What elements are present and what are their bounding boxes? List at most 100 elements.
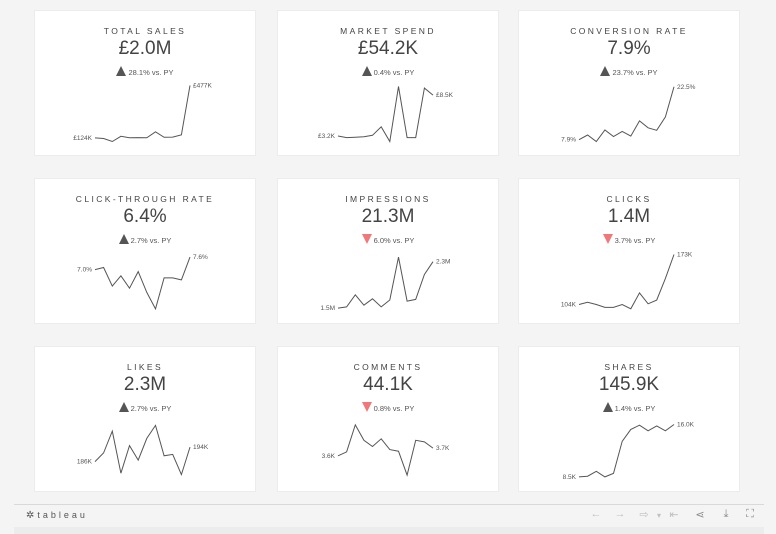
sparkline-chart: 1.5M 2.3M [321, 257, 450, 312]
sparkline-series [337, 423, 434, 477]
tableau-toolbar: ✲ tableau ← → ⇨ ▾ ⇤ ⋖ ⤓ ⛶ [14, 504, 764, 527]
sparkline-chart: 104K 173K [561, 251, 693, 310]
kpi-value: 21.3M [361, 206, 415, 227]
sparkline-start-label: 186K [77, 459, 93, 466]
sparkline-series [94, 256, 191, 311]
kpi-title: CONVERSION RATE [570, 26, 688, 36]
kpi-title: COMMENTS [353, 362, 423, 372]
kpi-title: LIKES [126, 362, 164, 372]
sparkline-start-label: £124K [73, 135, 92, 142]
sparkline-start-label: 7.0% [77, 267, 92, 274]
kpi-change-text: 28.1% vs. PY [128, 68, 174, 77]
tableau-logo[interactable]: ✲ tableau [26, 510, 88, 521]
sparkline-chart: 7.0% 7.6% [77, 254, 208, 311]
kpi-card-total-sales[interactable]: TOTAL SALES £2.0M 28.1% vs. PY £124K £477K [34, 10, 256, 156]
sparkline-series [578, 254, 675, 310]
kpi-change: 3.7% vs. PY [519, 234, 739, 245]
kpi-change-text: 1.4% vs. PY [614, 404, 656, 413]
triangle-down-icon [361, 234, 372, 244]
triangle-up-icon [118, 234, 129, 244]
triangle-down-icon [361, 402, 372, 412]
kpi-change-text: 0.4% vs. PY [373, 68, 415, 77]
kpi-change-text: 0.8% vs. PY [373, 404, 415, 413]
sparkline-end-label: 3.7K [436, 445, 450, 452]
revert-icon[interactable]: ⇤ [669, 509, 679, 521]
kpi-card-market-spend[interactable]: MARKET SPEND £54.2K 0.4% vs. PY £3.2K £8.5K [277, 10, 499, 156]
kpi-change-text: 6.0% vs. PY [373, 236, 415, 245]
kpi-value: 44.1K [363, 374, 413, 395]
kpi-title: TOTAL SALES [103, 26, 187, 36]
sparkline-chart: £124K £477K [73, 82, 212, 143]
refresh-dropdown-icon[interactable]: ▾ [656, 511, 661, 520]
sparkline-end-label: 173K [677, 251, 693, 258]
sparkline-start-label: 104K [561, 301, 577, 308]
triangle-up-icon [602, 402, 613, 412]
redo-icon[interactable]: → [614, 508, 626, 520]
kpi-value: 145.9K [598, 374, 660, 395]
sparkline-start-label: 7.9% [561, 137, 576, 144]
scroll-track [14, 527, 764, 534]
kpi-card-comments[interactable]: COMMENTS 44.1K 0.8% vs. PY 3.6K 3.7K [277, 346, 499, 492]
kpi-change-text: 3.7% vs. PY [614, 236, 656, 245]
kpi-title: CLICK-THROUGH RATE [75, 194, 215, 204]
kpi-change: 6.0% vs. PY [278, 234, 498, 245]
kpi-value: £54.2K [357, 38, 419, 59]
sparkline-chart: 7.9% 22.5% [561, 84, 696, 144]
kpi-card-clicks[interactable]: CLICKS 1.4M 3.7% vs. PY 104K 173K [518, 178, 740, 324]
kpi-change: 2.7% vs. PY [35, 234, 255, 245]
sparkline-series [94, 85, 191, 143]
triangle-up-icon [600, 66, 611, 76]
kpi-change: 23.7% vs. PY [519, 66, 739, 77]
kpi-card-conversion-rate[interactable]: CONVERSION RATE 7.9% 23.7% vs. PY 7.9% 22.5% [518, 10, 740, 156]
sparkline-end-label: 7.6% [193, 254, 208, 261]
sparkline-chart: 8.5K 16.0K [563, 421, 695, 481]
sparkline-series [337, 257, 434, 309]
sparkline-series [578, 424, 675, 478]
sparkline-chart: 3.6K 3.7K [322, 423, 450, 477]
sparkline-end-label: £477K [193, 82, 212, 89]
tableau-logo-icon: ✲ [26, 510, 35, 521]
kpi-change: 2.7% vs. PY [35, 402, 255, 413]
triangle-up-icon [118, 402, 129, 412]
kpi-card-likes[interactable]: LIKES 2.3M 2.7% vs. PY 186K 194K [34, 346, 256, 492]
tableau-logo-text: tableau [37, 510, 88, 520]
kpi-change: 0.8% vs. PY [278, 402, 498, 413]
kpi-change-text: 23.7% vs. PY [612, 68, 658, 77]
kpi-change: 1.4% vs. PY [519, 402, 739, 413]
fullscreen-icon[interactable]: ⛶ [746, 508, 754, 520]
kpi-value: 7.9% [607, 38, 651, 59]
kpi-card-click-through-rate[interactable]: CLICK-THROUGH RATE 6.4% 2.7% vs. PY 7.0% 7.6… [34, 178, 256, 324]
sparkline-start-label: 3.6K [322, 453, 336, 460]
kpi-title: SHARES [604, 362, 654, 372]
kpi-title: CLICKS [606, 194, 652, 204]
undo-icon[interactable]: ← [590, 508, 602, 520]
kpi-value: £2.0M [118, 38, 172, 59]
triangle-up-icon [116, 66, 127, 76]
download-icon[interactable]: ⤓ [723, 508, 729, 520]
sparkline-chart: £3.2K £8.5K [318, 86, 454, 143]
sparkline-series [94, 424, 191, 477]
kpi-card-impressions[interactable]: IMPRESSIONS 21.3M 6.0% vs. PY 1.5M 2.3M [277, 178, 499, 324]
kpi-title: MARKET SPEND [340, 26, 436, 36]
kpi-change-text: 2.7% vs. PY [130, 404, 172, 413]
sparkline-start-label: 8.5K [563, 474, 577, 481]
sparkline-end-label: 16.0K [677, 421, 695, 428]
sparkline-end-label: 2.3M [436, 259, 450, 266]
kpi-change: 0.4% vs. PY [278, 66, 498, 77]
refresh-icon[interactable]: ⇨ [639, 509, 649, 521]
share-icon[interactable]: ⋖ [695, 509, 705, 521]
kpi-card-shares[interactable]: SHARES 145.9K 1.4% vs. PY 8.5K 16.0K [518, 346, 740, 492]
triangle-down-icon [602, 234, 613, 244]
sparkline-end-label: 22.5% [677, 84, 696, 91]
kpi-value: 6.4% [123, 206, 167, 227]
sparkline-start-label: 1.5M [321, 305, 335, 312]
kpi-change-text: 2.7% vs. PY [130, 236, 172, 245]
dashboard-canvas: TOTAL SALES £2.0M 28.1% vs. PY £124K £477K MA… [34, 10, 740, 492]
sparkline-start-label: £3.2K [318, 133, 336, 140]
kpi-change: 28.1% vs. PY [35, 66, 255, 77]
triangle-up-icon [361, 66, 372, 76]
sparkline-end-label: £8.5K [436, 92, 454, 99]
kpi-value: 2.3M [123, 374, 167, 395]
sparkline-chart: 186K 194K [77, 424, 209, 477]
sparkline-end-label: 194K [193, 444, 209, 451]
